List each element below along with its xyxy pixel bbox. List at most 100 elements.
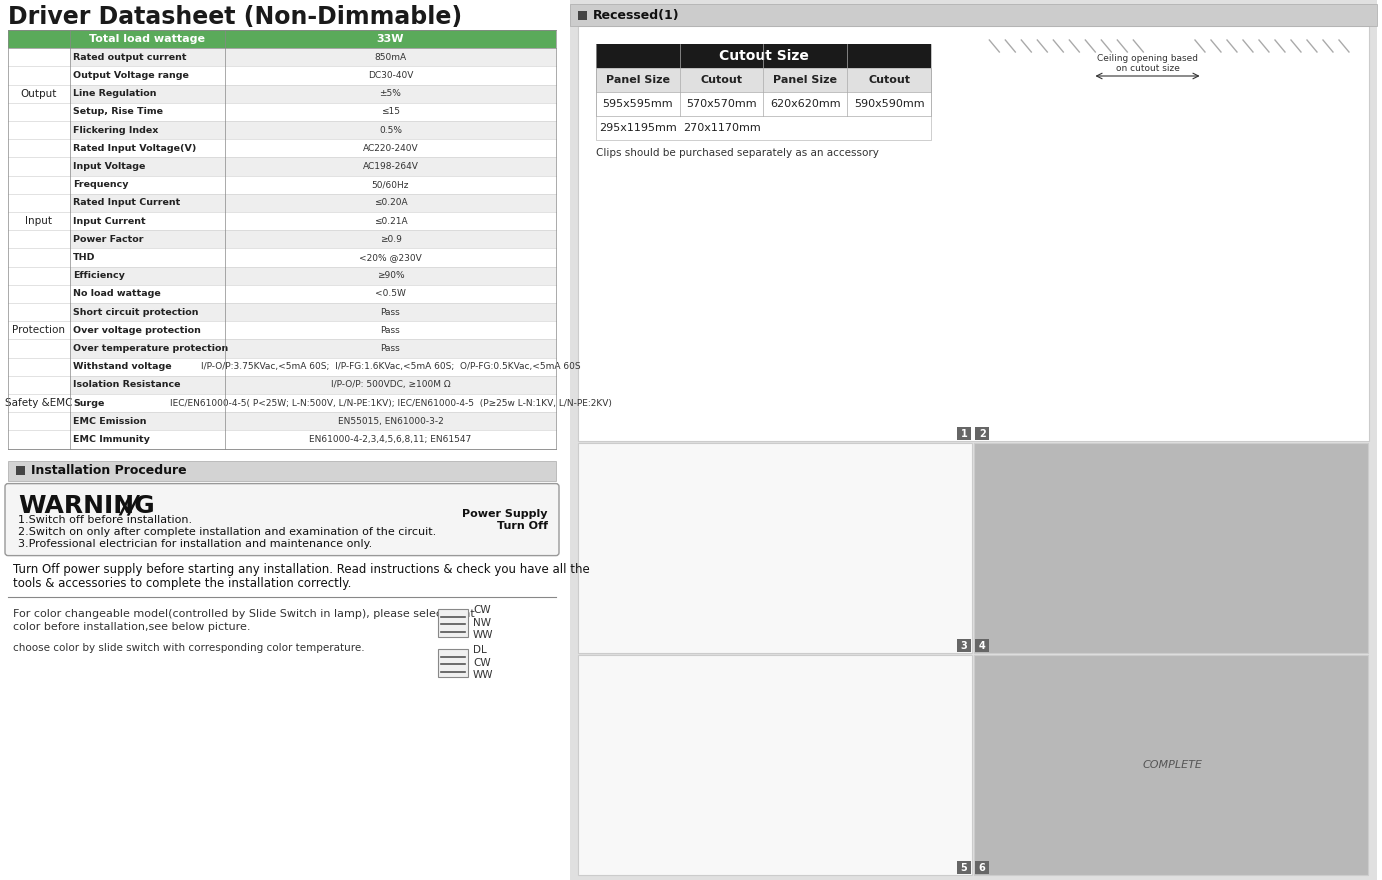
Bar bbox=[956, 861, 972, 874]
Bar bbox=[70, 84, 556, 103]
Bar bbox=[70, 158, 556, 176]
Text: DC30-40V: DC30-40V bbox=[368, 71, 413, 80]
Text: Panel Size: Panel Size bbox=[774, 75, 837, 85]
Bar bbox=[70, 194, 556, 212]
Text: Over voltage protection: Over voltage protection bbox=[73, 326, 200, 334]
Text: Rated Input Current: Rated Input Current bbox=[73, 198, 180, 208]
Text: Safety &EMC: Safety &EMC bbox=[6, 398, 73, 408]
Bar bbox=[70, 321, 556, 340]
Bar bbox=[8, 139, 70, 158]
Bar bbox=[8, 121, 70, 139]
Bar bbox=[70, 66, 556, 84]
Text: ≥90%: ≥90% bbox=[377, 271, 405, 280]
Bar bbox=[8, 412, 70, 430]
Text: choose color by slide switch with corresponding color temperature.: choose color by slide switch with corres… bbox=[12, 642, 365, 653]
Text: 50/60Hz: 50/60Hz bbox=[372, 180, 409, 189]
Text: Turn Off power supply before starting any installation. Read instructions & chec: Turn Off power supply before starting an… bbox=[12, 562, 590, 576]
Text: 595x595mm: 595x595mm bbox=[603, 99, 673, 109]
Bar bbox=[8, 376, 70, 394]
Bar bbox=[70, 267, 556, 285]
Text: 33W: 33W bbox=[377, 34, 405, 44]
Bar bbox=[70, 412, 556, 430]
Text: For color changeable model(controlled by Slide Switch in lamp), please select li: For color changeable model(controlled by… bbox=[12, 609, 475, 619]
Text: Cutout: Cutout bbox=[701, 75, 742, 85]
Text: Power Factor: Power Factor bbox=[73, 235, 144, 244]
Text: tools & accessories to complete the installation correctly.: tools & accessories to complete the inst… bbox=[12, 576, 351, 590]
Text: Output Voltage range: Output Voltage range bbox=[73, 71, 189, 80]
Text: color before installation,see below picture.: color before installation,see below pict… bbox=[12, 621, 250, 632]
Text: 850mA: 850mA bbox=[375, 53, 406, 62]
Text: EN55015, EN61000-3-2: EN55015, EN61000-3-2 bbox=[337, 417, 444, 426]
Text: <0.5W: <0.5W bbox=[375, 290, 406, 298]
Bar bbox=[596, 44, 931, 68]
Text: WARNING: WARNING bbox=[18, 494, 155, 517]
Text: Frequency: Frequency bbox=[73, 180, 129, 189]
Bar bbox=[70, 303, 556, 321]
Text: Input Current: Input Current bbox=[73, 216, 145, 225]
Bar bbox=[8, 103, 70, 121]
Bar bbox=[578, 443, 972, 653]
Text: Turn Off: Turn Off bbox=[498, 521, 549, 531]
Bar bbox=[578, 655, 972, 875]
Bar bbox=[974, 655, 1368, 875]
Bar bbox=[70, 430, 556, 449]
Bar bbox=[976, 427, 990, 440]
Text: Efficiency: Efficiency bbox=[73, 271, 124, 280]
Bar bbox=[8, 267, 70, 285]
Text: //: // bbox=[120, 494, 138, 517]
Bar bbox=[8, 176, 70, 194]
Text: Protection: Protection bbox=[12, 326, 65, 335]
Bar bbox=[596, 92, 931, 116]
Bar bbox=[17, 466, 25, 475]
Text: Isolation Resistance: Isolation Resistance bbox=[73, 380, 181, 390]
Text: 270x1170mm: 270x1170mm bbox=[683, 123, 760, 133]
Bar bbox=[8, 158, 70, 176]
Text: Rated output current: Rated output current bbox=[73, 53, 187, 62]
Text: Line Regulation: Line Regulation bbox=[73, 89, 156, 99]
Text: No load wattage: No load wattage bbox=[73, 290, 160, 298]
Bar bbox=[8, 30, 556, 48]
Text: 2: 2 bbox=[978, 429, 985, 438]
Text: Clips should be purchased separately as an accessory: Clips should be purchased separately as … bbox=[596, 148, 879, 158]
Text: Flickering Index: Flickering Index bbox=[73, 126, 159, 135]
Bar bbox=[70, 121, 556, 139]
Bar bbox=[70, 231, 556, 248]
Text: ≤15: ≤15 bbox=[381, 107, 399, 116]
Bar bbox=[8, 212, 70, 231]
Text: 5: 5 bbox=[960, 862, 967, 872]
Text: 1: 1 bbox=[960, 429, 967, 438]
Text: EMC Emission: EMC Emission bbox=[73, 417, 146, 426]
Bar bbox=[578, 26, 1370, 441]
Bar bbox=[8, 430, 70, 449]
Bar bbox=[70, 340, 556, 357]
Text: AC198-264V: AC198-264V bbox=[362, 162, 419, 171]
Bar bbox=[596, 116, 931, 140]
Text: Driver Datasheet (Non-Dimmable): Driver Datasheet (Non-Dimmable) bbox=[8, 5, 462, 29]
Bar bbox=[8, 394, 70, 412]
Bar bbox=[70, 357, 556, 376]
Text: 1.Switch off before installation.: 1.Switch off before installation. bbox=[18, 515, 192, 524]
Text: 295x1195mm: 295x1195mm bbox=[598, 123, 677, 133]
Bar bbox=[70, 285, 556, 303]
Text: Ceiling opening based
on cutout size: Ceiling opening based on cutout size bbox=[1097, 54, 1198, 73]
Bar bbox=[8, 194, 70, 212]
Bar bbox=[8, 48, 70, 66]
Text: 3: 3 bbox=[960, 641, 967, 650]
Text: EN61000-4-2,3,4,5,6,8,11; EN61547: EN61000-4-2,3,4,5,6,8,11; EN61547 bbox=[310, 435, 471, 444]
Bar bbox=[956, 639, 972, 652]
Text: 6: 6 bbox=[978, 862, 985, 872]
Text: DL
CW
WW: DL CW WW bbox=[473, 645, 493, 680]
Text: 3.Professional electrician for installation and maintenance only.: 3.Professional electrician for installat… bbox=[18, 539, 372, 548]
Text: 2.Switch on only after complete installation and examination of the circuit.: 2.Switch on only after complete installa… bbox=[18, 526, 437, 537]
Text: IEC/EN61000-4-5( P<25W; L-N:500V, L/N-PE:1KV); IEC/EN61000-4-5  (P≥25w L-N:1KV, : IEC/EN61000-4-5( P<25W; L-N:500V, L/N-PE… bbox=[170, 399, 611, 407]
Bar bbox=[8, 340, 70, 357]
Text: Rated Input Voltage(V): Rated Input Voltage(V) bbox=[73, 143, 196, 153]
Bar bbox=[8, 285, 70, 303]
Text: THD: THD bbox=[73, 253, 95, 262]
Bar bbox=[596, 68, 931, 92]
Text: 4: 4 bbox=[978, 641, 985, 650]
Bar bbox=[70, 376, 556, 394]
Text: I/P-O/P:3.75KVac,<5mA 60S;  I/P-FG:1.6KVac,<5mA 60S;  O/P-FG:0.5KVac,<5mA 60S: I/P-O/P:3.75KVac,<5mA 60S; I/P-FG:1.6KVa… bbox=[200, 363, 580, 371]
Text: <20% @230V: <20% @230V bbox=[359, 253, 422, 262]
Text: Installation Procedure: Installation Procedure bbox=[30, 464, 187, 477]
